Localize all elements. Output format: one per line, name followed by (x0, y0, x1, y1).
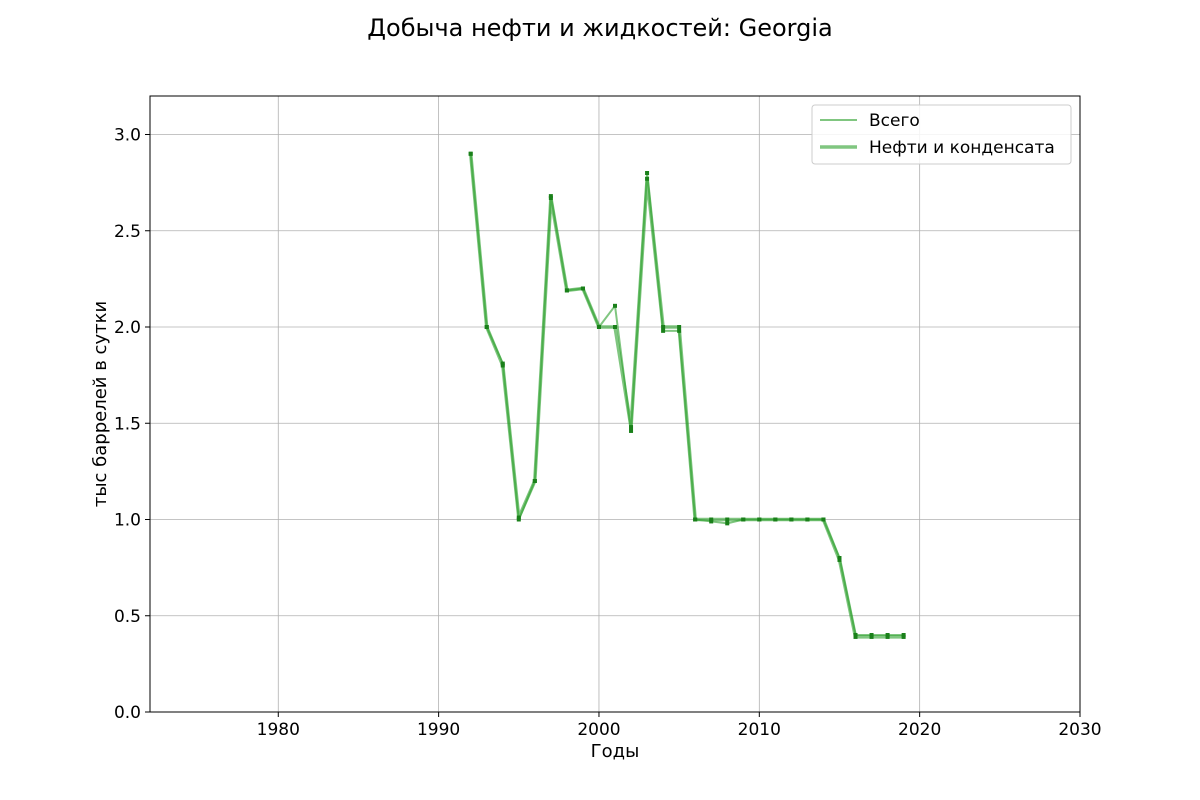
series-1-point (516, 515, 521, 520)
series-1-point (596, 325, 601, 329)
y-tick-label: 1.5 (114, 414, 141, 434)
series-0-point (613, 303, 617, 308)
series-1-point (869, 634, 874, 639)
series-line-1 (468, 153, 904, 639)
series-1-point (693, 517, 698, 522)
series-1-point (629, 425, 634, 430)
series-1-point (821, 517, 826, 522)
series-1-point (709, 517, 714, 522)
x-tick-label: 2010 (738, 720, 781, 740)
series-0-point (661, 328, 666, 333)
series-1-point (613, 325, 617, 329)
legend-label-oil: Нефти и конденсата (869, 138, 1055, 158)
series-0-point (677, 328, 682, 333)
y-axis-ticks: 0.0 0.5 1.0 1.5 2.0 2.5 3.0 (114, 126, 150, 723)
series-0-point (645, 171, 650, 175)
series-1-point (725, 517, 730, 522)
series-1-point (805, 517, 810, 522)
series-1-point (548, 196, 553, 201)
x-tick-label: 2000 (577, 720, 620, 740)
series-1-point (741, 517, 746, 522)
y-tick-label: 2.5 (114, 222, 141, 242)
x-tick-label: 2030 (1058, 720, 1101, 740)
series-1-point (885, 634, 890, 639)
legend: Всего Нефти и конденсата (811, 104, 1072, 165)
x-axis-ticks: 1980 1990 2000 2010 2020 2030 (257, 712, 1102, 740)
series-1-point (789, 517, 794, 522)
x-tick-label: 2020 (898, 720, 941, 740)
series-1-point (757, 517, 762, 522)
x-tick-label: 1990 (417, 720, 460, 740)
series-1-point (580, 286, 585, 291)
series-layer (468, 151, 906, 639)
plot-frame (149, 95, 1081, 713)
series-1-point (468, 151, 473, 156)
x-axis-label: Годы (591, 741, 640, 762)
series-0-point (629, 428, 634, 433)
y-tick-label: 1.0 (114, 511, 141, 531)
series-1-point (661, 325, 666, 329)
series-1-point (853, 634, 858, 639)
grid (150, 96, 1081, 713)
y-tick-label: 2.0 (114, 318, 141, 338)
series-1-point (500, 363, 505, 368)
series-1-point (901, 634, 906, 639)
series-1-point (564, 288, 569, 293)
x-tick-label: 1980 (257, 720, 300, 740)
series-1-point (484, 325, 489, 329)
series-1-point (677, 325, 682, 329)
series-1-point (645, 176, 650, 181)
y-tick-label: 0.5 (114, 607, 141, 627)
series-1-point (773, 517, 778, 522)
legend-box (811, 104, 1072, 165)
y-tick-label: 0.0 (114, 703, 141, 723)
y-tick-label: 3.0 (114, 126, 141, 146)
y-axis-label: тыс баррелей в сутки (90, 301, 111, 507)
series-1-point (837, 557, 842, 562)
legend-label-total: Всего (869, 111, 920, 131)
series-0-point (725, 521, 730, 526)
chart-title: Добыча нефти и жидкостей: Georgia (367, 14, 832, 42)
series-1-point (532, 479, 537, 483)
